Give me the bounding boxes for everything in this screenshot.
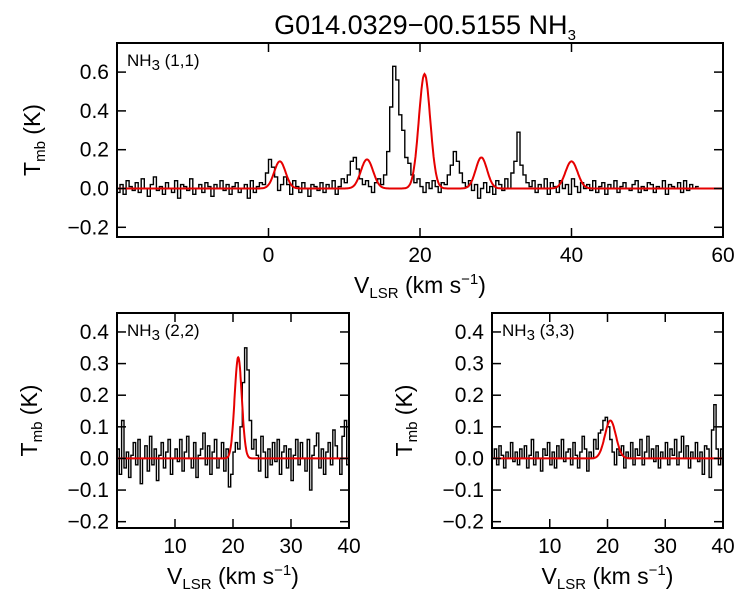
plot-frame: [116, 42, 724, 238]
x-tick-label: 30: [279, 535, 302, 558]
y-tick-label: 0.1: [455, 416, 484, 439]
fit-curve-line: [117, 355, 349, 460]
panel-nh3-22: 10 20 30 40 −0.2 −0.1 0.0 0.1 0.2 0.3 0.4 NH3 (2,2)…: [16, 312, 361, 593]
y-tick-label: 0.4: [455, 321, 485, 344]
observed-spectrum-line: [492, 404, 723, 479]
y-tick-label: 0.1: [80, 416, 109, 439]
y-tick-label: 0.3: [80, 353, 109, 376]
x-tick-label: 0: [263, 244, 275, 267]
observed-spectrum-line: [117, 347, 349, 491]
y-tick-label: −0.2: [68, 511, 109, 534]
panel-label: NH3 (2,2): [127, 321, 200, 344]
panel-label: NH3 (1,1): [127, 51, 200, 74]
fit-curve-line: [117, 72, 723, 190]
x-axis-title: VLSR (km s−1): [354, 271, 486, 302]
x-tick-label: 10: [538, 535, 561, 558]
y-tick-label: −0.1: [443, 479, 484, 502]
y-axis-title: Tmb (K): [391, 385, 421, 457]
y-tick-label: 0.4: [80, 100, 110, 123]
x-tick-label: 60: [711, 244, 734, 267]
x-tick-label: 30: [654, 535, 677, 558]
y-tick-label: 0.2: [80, 139, 109, 162]
panel-nh3-11: 0 20 40 60 −0.2 0.0 0.2 0.4 0.6 NH3 (1,1) VLSR (km…: [19, 42, 735, 302]
y-tick-label: −0.2: [443, 511, 484, 534]
x-tick-label: 10: [163, 535, 186, 558]
y-tick-label: 0.4: [80, 321, 110, 344]
y-tick-label: 0.6: [80, 61, 109, 84]
x-axis-title: VLSR (km s−1): [167, 562, 299, 593]
y-tick-label: 0.2: [80, 384, 109, 407]
y-axis-title: Tmb (K): [19, 104, 49, 176]
x-tick-label: 20: [221, 535, 244, 558]
x-tick-label: 40: [337, 535, 360, 558]
y-tick-label: −0.2: [68, 216, 109, 239]
y-tick-label: 0.0: [455, 447, 484, 470]
panel-label: NH3 (3,3): [502, 321, 575, 344]
figure-title: G014.0329−00.5155 NH3: [274, 10, 576, 44]
x-tick-label: 40: [711, 535, 734, 558]
y-tick-label: −0.1: [68, 479, 109, 502]
y-axis-title: Tmb (K): [16, 385, 46, 457]
x-axis-title: VLSR (km s−1): [542, 562, 674, 593]
x-tick-label: 40: [560, 244, 583, 267]
y-tick-label: 0.0: [80, 178, 109, 201]
y-tick-label: 0.0: [80, 447, 109, 470]
panel-nh3-33: 10 20 30 40 −0.2 −0.1 0.0 0.1 0.2 0.3 0.4 NH3 (3,3)…: [391, 312, 735, 593]
y-tick-label: 0.2: [455, 384, 484, 407]
y-tick-label: 0.3: [455, 353, 484, 376]
x-tick-label: 20: [596, 535, 619, 558]
observed-spectrum-line: [117, 65, 699, 199]
fit-curve-line: [492, 419, 723, 460]
x-tick-label: 20: [408, 244, 431, 267]
